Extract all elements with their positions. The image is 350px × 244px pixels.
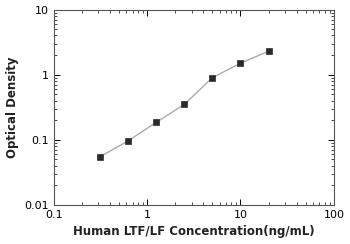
Y-axis label: Optical Density: Optical Density — [6, 57, 19, 158]
X-axis label: Human LTF/LF Concentration(ng/mL): Human LTF/LF Concentration(ng/mL) — [73, 225, 315, 238]
